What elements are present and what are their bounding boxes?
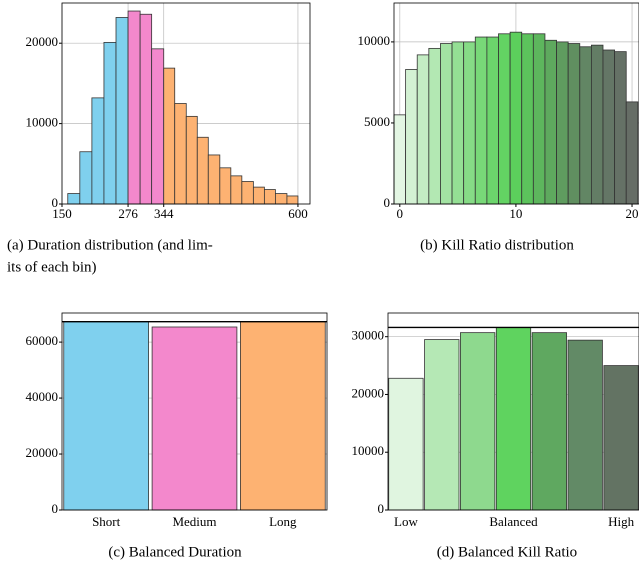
axes-frame xyxy=(61,312,328,511)
x-tick-label: Long xyxy=(269,514,297,529)
x-tick-label: 600 xyxy=(288,206,308,221)
bar xyxy=(567,339,603,511)
bar xyxy=(241,181,254,205)
axes-frame xyxy=(61,2,311,205)
bar xyxy=(286,195,299,205)
bar xyxy=(252,186,265,205)
bar xyxy=(103,41,117,205)
bar xyxy=(521,33,534,205)
x-tick-label: 150 xyxy=(52,206,72,221)
x-tick-label: Balanced xyxy=(489,514,538,529)
x-tick-label: 344 xyxy=(154,206,174,221)
caption: its of each bin) xyxy=(7,259,97,275)
y-tick-label: 5000 xyxy=(364,114,390,129)
y-tick-label: 0 xyxy=(52,501,59,516)
x-tick-label: 276 xyxy=(118,206,138,221)
bar xyxy=(625,101,639,205)
x-tick-label: 10 xyxy=(509,206,522,221)
y-tick-label: 20000 xyxy=(26,445,59,460)
bar xyxy=(151,326,238,511)
x-tick-label: Low xyxy=(394,514,418,529)
x-tick-label: High xyxy=(608,514,635,529)
bar xyxy=(428,47,441,205)
x-tick-label: 0 xyxy=(397,206,404,221)
bar xyxy=(151,48,165,205)
axes-frame xyxy=(393,2,639,205)
bar xyxy=(614,51,627,205)
bar xyxy=(393,114,407,205)
bar xyxy=(91,97,105,205)
axes-frame xyxy=(387,312,639,511)
y-tick-label: 20000 xyxy=(352,385,385,400)
y-tick-label: 10000 xyxy=(358,33,391,48)
bar xyxy=(196,136,209,205)
bar xyxy=(274,193,288,205)
caption: (a) Duration distribution (and lim- xyxy=(7,237,213,253)
bar xyxy=(498,33,511,205)
bar xyxy=(509,31,523,205)
bar xyxy=(63,321,149,511)
bar xyxy=(532,33,546,205)
bar xyxy=(556,41,569,205)
bar xyxy=(590,44,604,205)
bar xyxy=(451,41,465,205)
bar xyxy=(603,365,639,511)
bar xyxy=(486,36,499,205)
bar xyxy=(463,41,476,205)
y-tick-label: 20000 xyxy=(26,34,59,49)
bar xyxy=(531,332,567,511)
y-tick-label: 10000 xyxy=(352,443,385,458)
x-tick-label: 20 xyxy=(626,206,639,221)
bar xyxy=(185,115,198,205)
caption: (c) Balanced Duration xyxy=(108,544,242,560)
bar xyxy=(79,151,93,205)
y-tick-label: 0 xyxy=(384,195,391,210)
bar xyxy=(115,17,129,205)
y-tick-label: 30000 xyxy=(352,328,385,343)
y-tick-label: 0 xyxy=(52,195,59,210)
bar xyxy=(388,377,424,511)
caption: (b) Kill Ratio distribution xyxy=(420,237,574,253)
x-tick-label: Medium xyxy=(172,514,216,529)
bar xyxy=(127,10,141,205)
bar xyxy=(602,49,616,205)
bar xyxy=(67,193,81,205)
bar xyxy=(405,69,418,205)
y-tick-label: 60000 xyxy=(26,333,59,348)
bar xyxy=(207,154,221,205)
bar xyxy=(495,327,532,511)
bar xyxy=(424,339,460,511)
bar xyxy=(230,175,243,205)
caption: (d) Balanced Kill Ratio xyxy=(437,544,577,560)
y-tick-label: 0 xyxy=(378,501,385,516)
bar xyxy=(174,103,187,205)
bar xyxy=(567,43,581,205)
bar xyxy=(579,46,592,205)
y-tick-label: 10000 xyxy=(26,115,59,130)
y-tick-label: 40000 xyxy=(26,389,59,404)
bar xyxy=(460,332,496,511)
bar xyxy=(240,321,326,511)
bar xyxy=(219,167,232,205)
bar xyxy=(474,36,488,205)
bar xyxy=(263,189,276,205)
bar xyxy=(416,54,430,205)
bar xyxy=(544,39,557,205)
x-tick-label: Short xyxy=(92,514,121,529)
bar xyxy=(163,67,176,205)
bar xyxy=(440,43,453,205)
bar xyxy=(139,13,153,205)
